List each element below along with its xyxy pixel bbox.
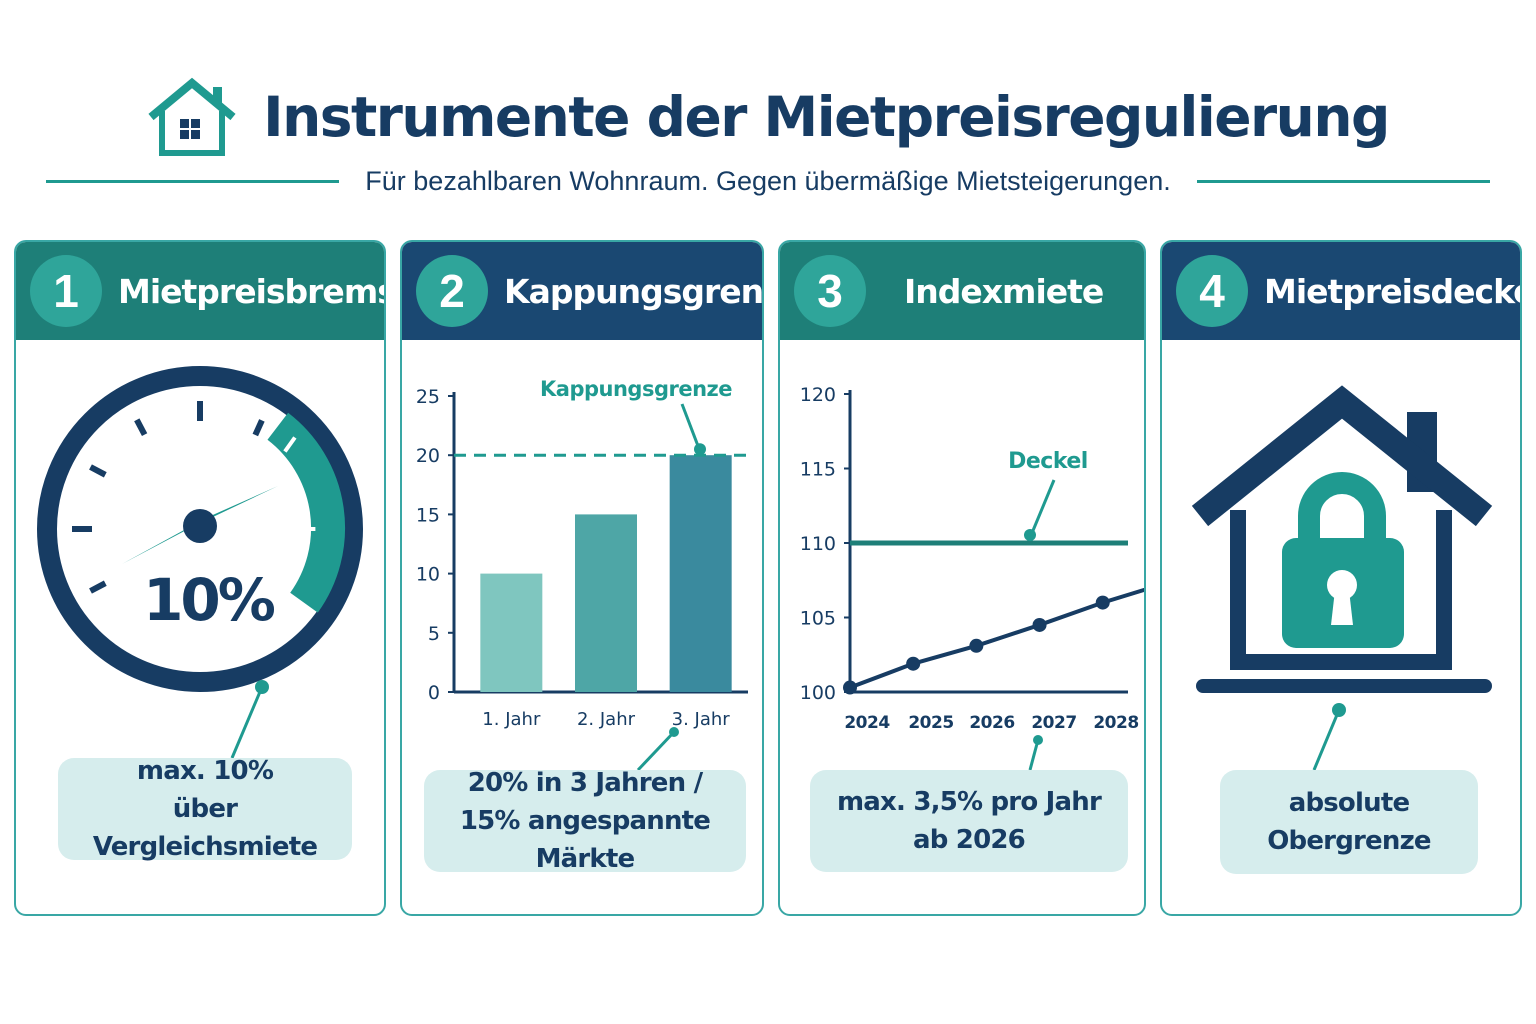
callout-connector	[1028, 739, 1040, 771]
card-mietpreisdeckel: 4 Mietpreisdeckel absolute Obergrenze	[1160, 240, 1522, 916]
callout-kappungsgrenze: 20% in 3 Jahren / 15% angespannte Märkte	[424, 768, 746, 874]
y-tick-label: 120	[800, 384, 836, 406]
y-tick-label: 15	[416, 504, 440, 526]
card-title: Mietpreisbremse	[118, 271, 384, 311]
card-header: 3 Indexmiete	[780, 242, 1144, 340]
card-number: 3	[794, 255, 866, 327]
card-title: Mietpreisdeckel	[1264, 271, 1522, 311]
subtitle-row: Für bezahlbaren Wohnraum. Gegen übermäßi…	[46, 160, 1491, 202]
house-lock-icon	[1191, 385, 1493, 771]
data-point	[1095, 595, 1110, 610]
series-line	[849, 587, 1144, 690]
y-tick-label: 20	[416, 445, 440, 467]
callout-line: 15% angespannte Märkte	[459, 806, 711, 874]
card-title: Indexmiete	[904, 271, 1104, 311]
callout-line: absolute	[1288, 788, 1410, 818]
data-point	[906, 656, 921, 671]
speedometer-icon: 10%	[37, 366, 363, 759]
callout-line: über Vergleichsmiete	[92, 794, 318, 862]
y-tick-label: 10	[416, 564, 440, 586]
callout-line: ab 2026	[913, 825, 1026, 855]
x-tick-label: 2024	[844, 713, 890, 733]
title-row: Instrumente der Mietpreisregulierung	[0, 72, 1536, 162]
card-number: 2	[416, 255, 488, 327]
card-title: Kappungsgrenze	[504, 271, 764, 311]
y-tick-label: 110	[800, 533, 836, 555]
callout-mietpreisdeckel: absolute Obergrenze	[1220, 770, 1478, 874]
reference-line-label: Deckel	[1008, 449, 1088, 474]
x-tick-label: 2026	[969, 713, 1014, 733]
card-body: 10% max. 10% über Vergleichsmiete	[16, 340, 384, 914]
reference-marker	[1024, 529, 1036, 541]
card-body: absolute Obergrenze	[1162, 340, 1520, 914]
reference-line-label: Kappungsgrenze	[540, 377, 732, 401]
callout-line: max. 10%	[136, 756, 274, 786]
line-chart: 100 105 110 115 120 2024 2025 2026 2027 2028 Decke…	[800, 384, 1144, 771]
callout-line: 20% in 3 Jahren /	[467, 768, 703, 798]
reference-connector	[1030, 479, 1056, 534]
gauge-value: 10%	[143, 566, 275, 634]
data-point	[969, 638, 984, 653]
card-indexmiete: 3 Indexmiete 100 105 110 115 120 2024 2025 2026…	[778, 240, 1146, 916]
header: Instrumente der Mietpreisregulierung Für…	[0, 0, 1536, 200]
callout-indexmiete: max. 3,5% pro Jahr ab 2026	[810, 770, 1128, 872]
bar	[480, 573, 543, 692]
y-tick-label: 25	[416, 386, 440, 408]
y-tick-label: 115	[800, 459, 836, 481]
data-point	[1032, 617, 1047, 632]
card-header: 2 Kappungsgrenze	[402, 242, 762, 340]
card-header: 4 Mietpreisdeckel	[1162, 242, 1520, 340]
callout-mietpreisbremse: max. 10% über Vergleichsmiete	[58, 756, 352, 862]
callout-line: max. 3,5% pro Jahr	[837, 787, 1102, 817]
card-number: 1	[30, 255, 102, 327]
bar	[575, 514, 637, 692]
data-point	[843, 680, 857, 695]
x-tick-label: 2027	[1031, 713, 1076, 733]
divider-right	[1196, 179, 1491, 183]
bar	[669, 455, 732, 692]
card-number: 4	[1176, 255, 1248, 327]
reference-marker	[694, 443, 706, 456]
x-tick-label: 2025	[908, 713, 953, 733]
card-kappungsgrenze: 2 Kappungsgrenze 0 5 10 15 20 25 1. Jahr 2. Jah…	[400, 240, 764, 916]
card-mietpreisbremse: 1 Mietpreisbremse 10% max. 10% über Ve	[14, 240, 386, 916]
y-tick-label: 5	[428, 623, 440, 645]
callout-connector	[636, 730, 676, 772]
divider-left	[46, 179, 340, 183]
y-tick-label: 105	[800, 608, 836, 630]
card-header: 1 Mietpreisbremse	[16, 242, 384, 340]
page-title: Instrumente der Mietpreisregulierung	[263, 85, 1390, 149]
page-subtitle: Für bezahlbaren Wohnraum. Gegen übermäßi…	[365, 165, 1171, 196]
callout-line: Obergrenze	[1267, 826, 1431, 856]
x-tick-label: 2028	[1093, 713, 1138, 733]
x-tick-label: 2. Jahr	[577, 709, 636, 730]
house-icon	[148, 77, 236, 156]
y-tick-label: 0	[428, 682, 440, 704]
reference-connector	[680, 403, 702, 452]
card-body: 100 105 110 115 120 2024 2025 2026 2027 2028 Decke…	[780, 340, 1144, 914]
bar-chart: 0 5 10 15 20 25 1. Jahr 2. Jahr 3. Jahr Kappungsg…	[416, 377, 748, 772]
x-tick-label: 1. Jahr	[482, 709, 541, 730]
y-tick-label: 100	[800, 682, 836, 704]
card-body: 0 5 10 15 20 25 1. Jahr 2. Jahr 3. Jahr Kappungsg…	[402, 340, 762, 914]
x-tick-label: 3. Jahr	[672, 709, 731, 730]
